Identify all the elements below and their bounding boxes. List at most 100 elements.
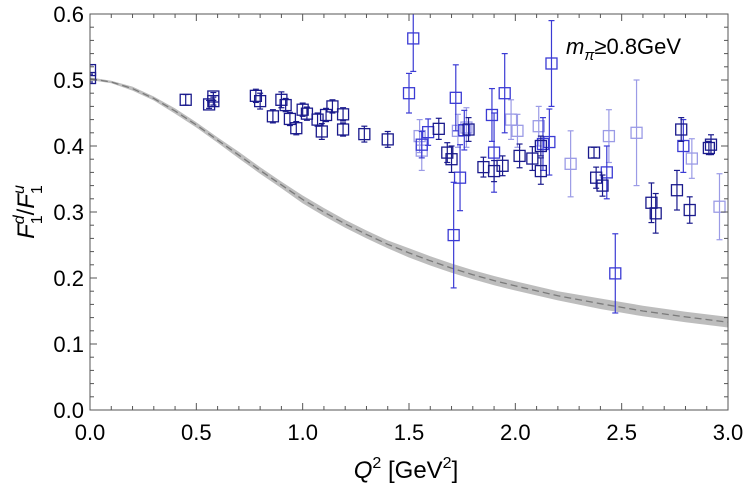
data-point [534, 157, 548, 185]
mpi-annotation: mπ≥0.8GeV [566, 34, 681, 64]
theory-band [90, 77, 728, 328]
data-point [319, 107, 333, 123]
point-marker [609, 267, 622, 280]
point-marker [485, 108, 499, 122]
point-marker [462, 123, 475, 136]
data-point [453, 144, 467, 212]
data-point [462, 117, 475, 142]
data-point [511, 113, 524, 148]
point-marker [683, 203, 696, 217]
point-marker [526, 152, 539, 165]
data-point [609, 233, 622, 314]
data-point [336, 107, 350, 122]
point-marker [675, 123, 688, 136]
point-marker [296, 103, 309, 116]
point-marker [685, 152, 698, 165]
data-point [630, 79, 643, 187]
data-point [315, 122, 328, 140]
point-marker [702, 141, 716, 155]
point-marker [449, 91, 462, 104]
data-point [587, 146, 601, 159]
data-point [460, 107, 473, 148]
data-point [336, 122, 350, 137]
point-marker [441, 146, 454, 159]
data-point [283, 111, 297, 127]
data-point [449, 64, 462, 132]
point-marker [649, 207, 662, 220]
point-marker [596, 179, 609, 192]
point-marker [407, 32, 420, 45]
point-marker [319, 108, 333, 122]
data-point [326, 99, 339, 114]
data-point [447, 181, 460, 289]
theory-curve [90, 78, 728, 323]
data-point [513, 143, 526, 169]
data-point [713, 173, 726, 241]
data-point [179, 93, 192, 106]
curve-band-layer [90, 77, 728, 328]
y-tick-label: 0.2 [53, 266, 84, 291]
data-point [266, 109, 280, 124]
point-marker [279, 98, 292, 112]
x-tick-label: 2.5 [606, 420, 637, 445]
point-marker [534, 139, 548, 153]
point-marker [179, 93, 192, 106]
data-point [675, 117, 688, 142]
point-marker [543, 135, 556, 149]
point-marker [504, 113, 518, 126]
data-point [253, 92, 267, 110]
data-point [432, 117, 445, 140]
data-point [564, 130, 577, 198]
data-point [536, 117, 550, 172]
data-point [685, 138, 698, 179]
point-marker [511, 124, 524, 137]
x-tick-label: 0.0 [75, 420, 106, 445]
data-point [485, 87, 499, 142]
data-point [458, 109, 471, 151]
point-marker [415, 138, 428, 151]
point-marker [336, 123, 350, 136]
point-marker [545, 57, 558, 70]
point-marker [589, 171, 603, 184]
point-marker [202, 98, 216, 111]
point-marker [460, 121, 473, 134]
point-marker [713, 200, 726, 213]
x-tick-label: 0.5 [181, 420, 212, 445]
x-tick-label: 1.5 [394, 420, 425, 445]
data-point [677, 118, 690, 173]
point-marker [207, 90, 220, 103]
point-marker [453, 171, 467, 184]
point-marker [564, 157, 577, 170]
point-marker [498, 87, 511, 100]
y-tick-label: 0.6 [53, 2, 84, 27]
point-marker [532, 120, 545, 133]
data-point [90, 71, 97, 85]
series-light [413, 79, 726, 241]
point-marker [630, 126, 643, 139]
data-point [421, 118, 435, 146]
data-point [279, 97, 292, 113]
data-point [445, 145, 458, 173]
data-point [402, 72, 416, 114]
point-marker [315, 125, 328, 138]
point-marker [90, 71, 97, 85]
point-marker [534, 164, 548, 178]
point-marker [283, 112, 297, 126]
data-point [670, 169, 684, 211]
y-tick-label: 0.1 [53, 332, 84, 357]
point-marker [290, 122, 303, 135]
point-marker [487, 146, 501, 159]
y-tick-label: 0.4 [53, 134, 84, 159]
point-marker [677, 139, 690, 153]
x-tick-label: 1.0 [287, 420, 318, 445]
point-marker [496, 159, 509, 172]
data-point [296, 102, 309, 117]
data-point [526, 146, 539, 172]
data-point [498, 52, 511, 134]
point-marker [447, 228, 460, 242]
data-point [358, 125, 371, 143]
x-tick-label: 2.0 [500, 420, 531, 445]
x-tick-label: 3.0 [713, 420, 744, 445]
data-point [290, 120, 303, 136]
